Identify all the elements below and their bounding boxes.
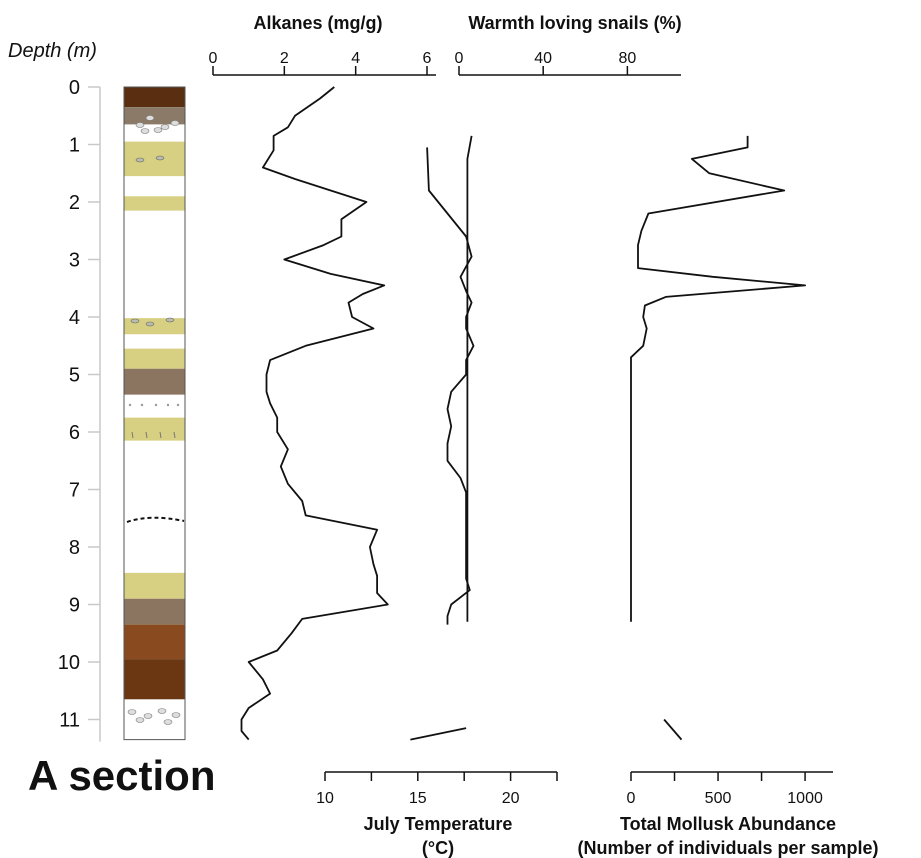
gravel-clast	[127, 709, 137, 715]
depth-tick-label: 8	[69, 537, 80, 559]
yellow-clay-layer	[124, 196, 185, 211]
alkanes-series-line	[240, 86, 389, 741]
brown-silt-layer	[124, 368, 185, 395]
pebble	[165, 317, 175, 323]
dark-brown-layer	[124, 87, 185, 108]
alkanes-tick-label: 6	[423, 50, 432, 67]
warmth-snails-tick-label: 80	[618, 50, 636, 67]
speckle	[176, 403, 180, 407]
gravel-clast	[153, 127, 163, 133]
root-trace	[145, 431, 148, 439]
reddish-brown-layer	[124, 624, 185, 660]
depth-tick-label: 6	[69, 422, 80, 444]
dark-brown-layer	[124, 659, 185, 700]
warmth-snails-title: Warmth loving snails (%)	[468, 13, 681, 33]
stratigraphic-column	[123, 86, 186, 741]
gravel-clast	[145, 115, 155, 121]
gravel-clast	[135, 122, 145, 128]
pebble	[135, 157, 145, 163]
depth-tick-label: 9	[69, 595, 80, 617]
depth-tick-label: 11	[59, 710, 80, 732]
speckle	[140, 403, 144, 407]
depth-tick-label: 5	[69, 365, 80, 387]
root-trace	[173, 431, 176, 439]
depth-tick-label: 7	[69, 480, 80, 502]
july-temperature-tick-label: 10	[316, 790, 334, 807]
depth-tick-label: 4	[69, 307, 80, 329]
speckle	[166, 403, 170, 407]
pebble	[155, 155, 165, 161]
alkanes-tick-label: 2	[280, 50, 289, 67]
gravel-clast	[143, 713, 153, 719]
gravel-layer	[124, 699, 185, 717]
mollusk-abundance-series-line	[630, 135, 806, 622]
july-temperature-series-line	[410, 727, 467, 741]
speckle	[154, 403, 158, 407]
july-temperature-series-line	[426, 147, 475, 625]
depth-axis: 0 1 2 3 4 5 6 7 8 9 10 11	[58, 77, 101, 742]
warmth-snails-tick-label: 40	[534, 50, 552, 67]
pebble	[145, 321, 155, 327]
column-outline	[123, 86, 186, 741]
alkanes-title: Alkanes (mg/g)	[253, 13, 382, 33]
mollusk-abundance-title: (Number of individuals per sample)	[577, 838, 878, 858]
july-temperature-panel: 10 15 20 July Temperature (°C)	[316, 147, 558, 858]
mollusk-abundance-panel: 0 500 1000 Total Mollusk Abundance (Number o…	[577, 135, 879, 858]
alkanes-tick-label: 4	[351, 50, 360, 67]
gravel-clast	[135, 717, 145, 723]
alkanes-tick-label: 0	[209, 50, 218, 67]
july-temperature-tick-label: 20	[502, 790, 520, 807]
july-temperature-title: July Temperature	[364, 814, 513, 834]
yellow-clay-layer	[124, 417, 185, 441]
brown-silt-layer	[124, 598, 185, 625]
data-panels: 0 2 4 6 Alkanes (mg/g) 0 40 80 Warmth loving sna…	[209, 13, 879, 858]
depth-axis-label: Depth (m)	[8, 40, 97, 62]
root-trace	[131, 431, 134, 439]
pebble	[130, 318, 140, 324]
gravel-clast	[163, 719, 173, 725]
warmth-snails-series-line	[466, 135, 473, 622]
mollusk-abundance-tick-label: 500	[705, 790, 732, 807]
depth-tick-label: 0	[69, 77, 80, 99]
mollusk-abundance-tick-label: 0	[627, 790, 636, 807]
mollusk-abundance-title: Total Mollusk Abundance	[620, 814, 836, 834]
speckle	[128, 403, 132, 407]
alkanes-panel: 0 2 4 6 Alkanes (mg/g)	[209, 13, 436, 741]
depth-tick-label: 2	[69, 192, 80, 214]
gravel-clast	[170, 120, 180, 126]
dashed-horizon	[126, 516, 185, 523]
warmth-snails-panel: 0 40 80 Warmth loving snails (%)	[455, 13, 682, 622]
gravel-layer	[124, 107, 185, 125]
gravel-clast	[157, 708, 167, 714]
depth-tick-label: 3	[69, 250, 80, 272]
root-trace	[159, 431, 162, 439]
mollusk-abundance-tick-label: 1000	[787, 790, 823, 807]
depth-tick-label: 10	[58, 652, 80, 674]
gravel-clast	[160, 124, 170, 130]
july-temperature-tick-label: 15	[409, 790, 427, 807]
yellow-clay-layer	[124, 572, 185, 599]
depth-tick-label: 1	[69, 135, 80, 157]
yellow-clay-layer	[124, 348, 185, 369]
yellow-clay-layer	[124, 141, 185, 177]
july-temperature-title: (°C)	[422, 838, 454, 858]
warmth-snails-tick-label: 0	[455, 50, 464, 67]
section-label: A section	[28, 752, 215, 799]
gravel-clast	[171, 712, 181, 718]
mollusk-abundance-series-line	[663, 718, 683, 741]
gravel-clast	[140, 128, 150, 134]
